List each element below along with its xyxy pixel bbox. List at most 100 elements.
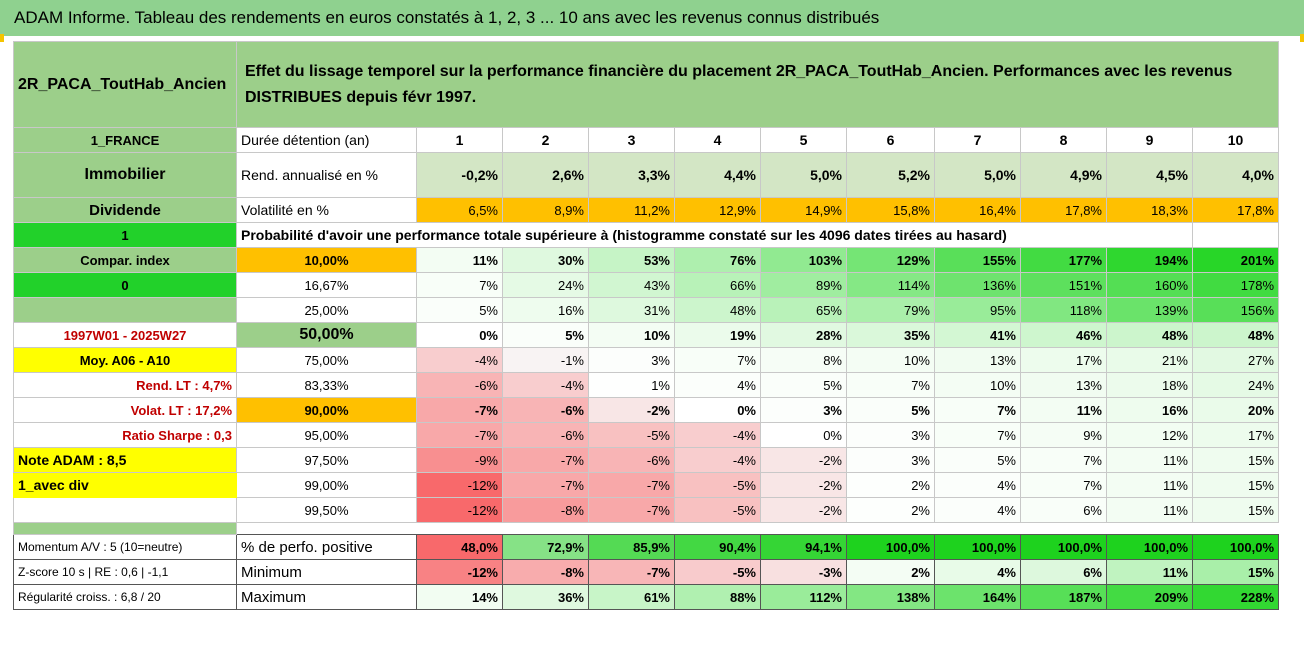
proba-value: 129% bbox=[846, 247, 935, 273]
proba-value: -6% bbox=[502, 422, 589, 448]
rend-value: 2,6% bbox=[502, 152, 589, 198]
summary-side-label: Momentum A/V : 5 (10=neutre) bbox=[13, 534, 237, 560]
proba-value: -7% bbox=[502, 472, 589, 498]
side-label: 1997W01 - 2025W27 bbox=[13, 322, 237, 348]
proba-value: -12% bbox=[416, 497, 503, 523]
year-header: 1 bbox=[416, 127, 503, 153]
description-cell: Effet du lissage temporel sur la perform… bbox=[236, 41, 1279, 128]
side-label: Compar. index bbox=[13, 247, 237, 273]
proba-value: -2% bbox=[760, 472, 847, 498]
summary-label: Maximum bbox=[236, 584, 417, 610]
summary-value: 138% bbox=[846, 584, 935, 610]
proba-value: 7% bbox=[674, 347, 761, 373]
summary-value: 228% bbox=[1192, 584, 1279, 610]
summary-value: 48,0% bbox=[416, 534, 503, 560]
summary-value: -7% bbox=[588, 559, 675, 585]
summary-row: Z-score 10 s | RE : 0,6 | -1,1 Minimum -12… bbox=[13, 559, 1279, 585]
proba-value: -2% bbox=[760, 447, 847, 473]
proba-value: 151% bbox=[1020, 272, 1107, 298]
rend-value: 5,2% bbox=[846, 152, 935, 198]
proba-value: -7% bbox=[588, 497, 675, 523]
category-cell: Immobilier bbox=[13, 152, 237, 198]
proba-value: 7% bbox=[1020, 472, 1107, 498]
proba-value: -4% bbox=[674, 422, 761, 448]
side-label bbox=[13, 497, 237, 523]
proba-value: 2% bbox=[846, 472, 935, 498]
proba-value: -1% bbox=[502, 347, 589, 373]
year-header: 6 bbox=[846, 127, 935, 153]
side-label bbox=[13, 297, 237, 323]
quantile-label: 25,00% bbox=[236, 297, 417, 323]
proba-value: 10% bbox=[934, 372, 1021, 398]
title-accent-right bbox=[1300, 34, 1304, 42]
proba-value: 0% bbox=[416, 322, 503, 348]
vol-value: 6,5% bbox=[416, 197, 503, 223]
proba-value: 48% bbox=[1106, 322, 1193, 348]
vol-row: Dividende Volatilité en % 6,5% 8,9% 11,2% 1… bbox=[13, 197, 1279, 223]
proba-quantile-row: 99,50% -12% -8% -7% -5% -2% 2% 4% 6% 11% 15% bbox=[13, 497, 1279, 523]
vol-value: 17,8% bbox=[1192, 197, 1279, 223]
spacer-cell bbox=[13, 522, 237, 535]
proba-value: 13% bbox=[1020, 372, 1107, 398]
proba-value: 7% bbox=[846, 372, 935, 398]
summary-value: 72,9% bbox=[502, 534, 589, 560]
side-label: Ratio Sharpe : 0,3 bbox=[13, 422, 237, 448]
summary-value: -5% bbox=[674, 559, 761, 585]
proba-value: 3% bbox=[588, 347, 675, 373]
proba-value: 139% bbox=[1106, 297, 1193, 323]
vol-value: 11,2% bbox=[588, 197, 675, 223]
proba-value: -7% bbox=[416, 397, 503, 423]
vol-value: 18,3% bbox=[1106, 197, 1193, 223]
proba-value: 201% bbox=[1192, 247, 1279, 273]
vol-value: 16,4% bbox=[934, 197, 1021, 223]
quantile-label: 99,50% bbox=[236, 497, 417, 523]
summary-value: 15% bbox=[1192, 559, 1279, 585]
proba-value: -7% bbox=[588, 472, 675, 498]
proba-value: 65% bbox=[760, 297, 847, 323]
proba-value: -9% bbox=[416, 447, 503, 473]
proba-value: 17% bbox=[1192, 422, 1279, 448]
year-header: 9 bbox=[1106, 127, 1193, 153]
year-header: 8 bbox=[1020, 127, 1107, 153]
proba-value: 6% bbox=[1020, 497, 1107, 523]
proba-value: -4% bbox=[416, 347, 503, 373]
proba-value: 2% bbox=[846, 497, 935, 523]
title-accent-left bbox=[0, 34, 4, 42]
year-header: 3 bbox=[588, 127, 675, 153]
spacer-fill bbox=[237, 523, 1279, 535]
fund-name-cell: 2R_PACA_ToutHab_Ancien bbox=[13, 41, 237, 128]
summary-value: 2% bbox=[846, 559, 935, 585]
proba-value: 4% bbox=[934, 497, 1021, 523]
vol-label: Volatilité en % bbox=[236, 197, 417, 223]
quantile-label: 99,00% bbox=[236, 472, 417, 498]
proba-value: 0% bbox=[760, 422, 847, 448]
proba-value: 20% bbox=[1192, 397, 1279, 423]
proba-quantile-row: 25,00% 5% 16% 31% 48% 65% 79% 95% 118% 139% 156% bbox=[13, 297, 1279, 323]
proba-value: 66% bbox=[674, 272, 761, 298]
proba-value: -6% bbox=[502, 397, 589, 423]
proba-value: -4% bbox=[674, 447, 761, 473]
summary-value: 100,0% bbox=[934, 534, 1021, 560]
vol-value: 12,9% bbox=[674, 197, 761, 223]
summary-value: 187% bbox=[1020, 584, 1107, 610]
duree-label: Durée détention (an) bbox=[236, 127, 417, 153]
summary-value: 90,4% bbox=[674, 534, 761, 560]
summary-value: 100,0% bbox=[1020, 534, 1107, 560]
proba-value: 17% bbox=[1020, 347, 1107, 373]
proba-value: 35% bbox=[846, 322, 935, 348]
distribution-cell: Dividende bbox=[13, 197, 237, 223]
quantile-label: 83,33% bbox=[236, 372, 417, 398]
proba-value: 24% bbox=[502, 272, 589, 298]
quantile-label: 75,00% bbox=[236, 347, 417, 373]
quantile-label: 97,50% bbox=[236, 447, 417, 473]
proba-value: 28% bbox=[760, 322, 847, 348]
proba-value: -6% bbox=[416, 372, 503, 398]
summary-value: 209% bbox=[1106, 584, 1193, 610]
proba-quantile-row: Volat. LT : 17,2% 90,00% -7% -6% -2% 0% 3% 5% 7%… bbox=[13, 397, 1279, 423]
summary-value: 164% bbox=[934, 584, 1021, 610]
proba-value: 11% bbox=[1106, 447, 1193, 473]
proba-value: -7% bbox=[502, 447, 589, 473]
proba-value: 43% bbox=[588, 272, 675, 298]
proba-value: 5% bbox=[846, 397, 935, 423]
proba-value: 11% bbox=[1106, 497, 1193, 523]
